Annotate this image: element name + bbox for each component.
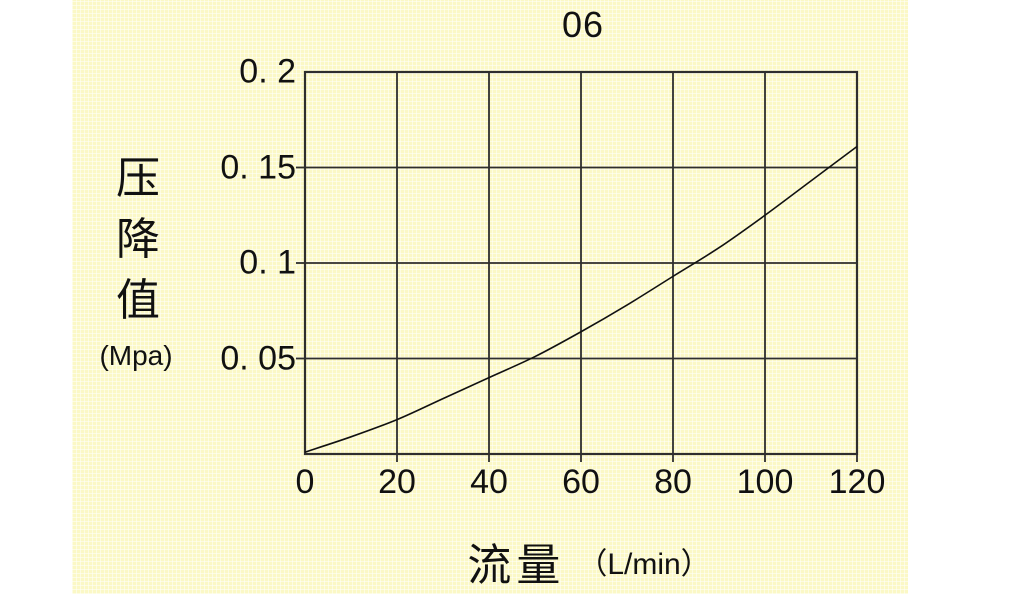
- y-tick-label: 0. 2: [239, 52, 296, 91]
- x-tick-label: 40: [470, 463, 508, 501]
- x-tick-label: 120: [828, 463, 886, 501]
- y-axis-title-char: 压: [116, 154, 160, 203]
- y-axis-title: 压降值: [116, 148, 160, 331]
- y-axis-title-char: 值: [116, 276, 160, 325]
- chart-panel: [72, 0, 908, 594]
- x-tick-label: 60: [562, 463, 600, 501]
- y-tick-label: 0. 1: [239, 243, 296, 282]
- y-tick-label: 0. 05: [220, 339, 296, 377]
- y-tick-label: 0. 15: [220, 148, 296, 186]
- x-axis-title: 流量 （L/min）: [467, 529, 710, 593]
- x-axis-title-text: 流量: [467, 541, 566, 590]
- chart-title: 06: [561, 4, 605, 45]
- x-axis-unit: （L/min）: [577, 548, 711, 581]
- x-tick-label: 80: [654, 463, 692, 501]
- y-axis-unit: (Mpa): [99, 340, 173, 371]
- x-tick-label: 100: [736, 463, 794, 501]
- x-tick-label: 20: [378, 463, 416, 501]
- y-axis-title-char: 降: [116, 215, 160, 264]
- x-tick-label: 0: [295, 463, 315, 501]
